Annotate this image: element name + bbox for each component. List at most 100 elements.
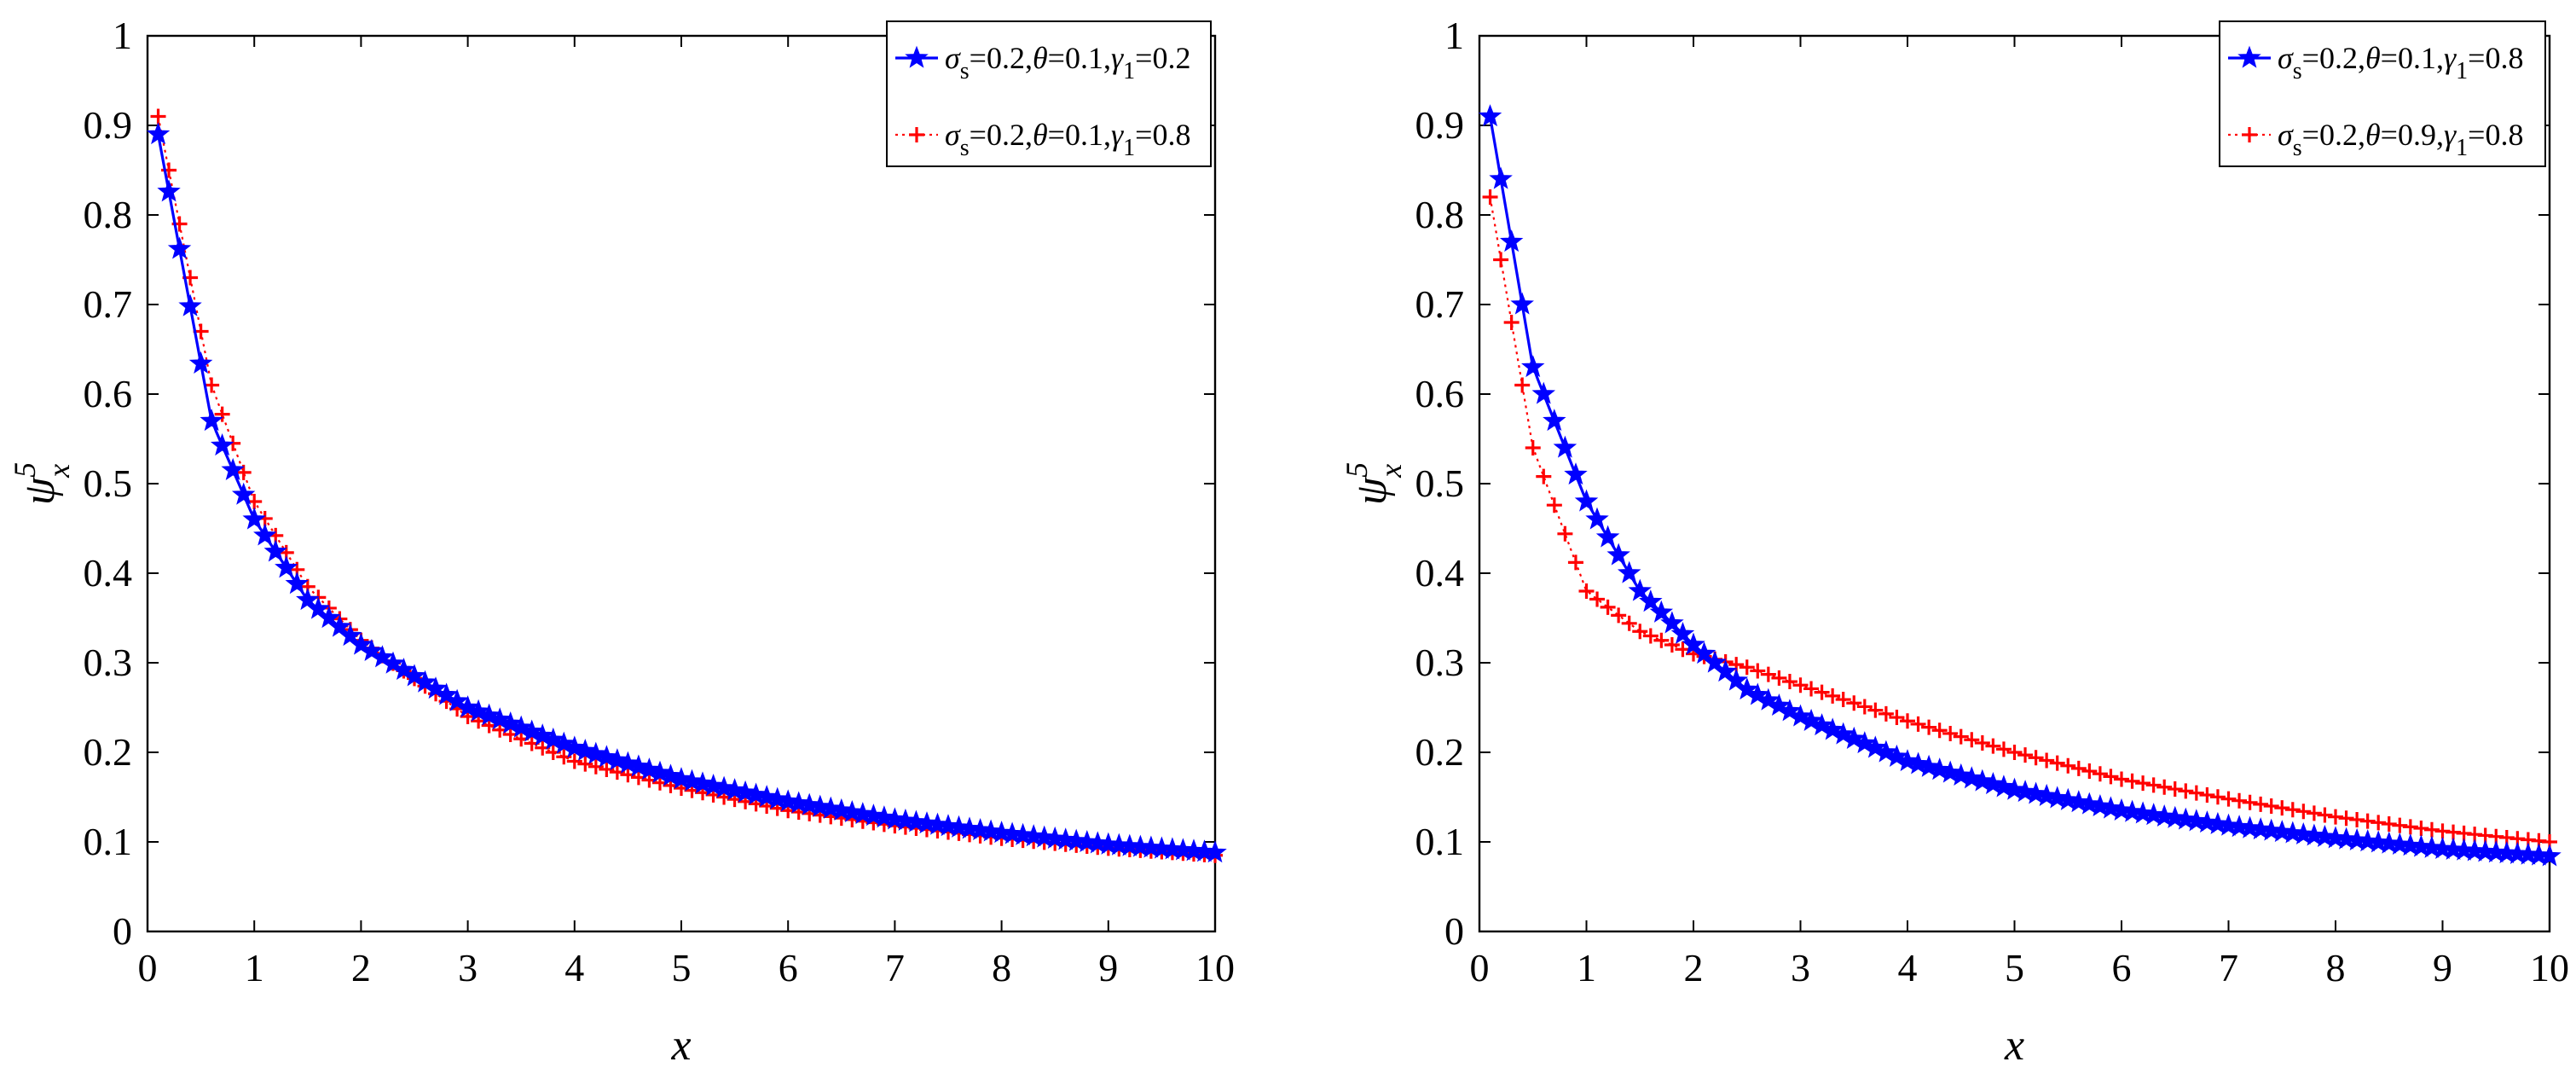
series-marker [2359, 813, 2376, 829]
y-tick-label: 0.2 [1415, 730, 1465, 774]
series-marker [1203, 840, 1227, 863]
series-marker [466, 699, 490, 722]
series-marker [263, 539, 287, 562]
series-marker [360, 638, 384, 662]
legend-label-part: s [2293, 58, 2302, 84]
series-marker [1985, 738, 2001, 754]
legend-label-part: =0.8 [2468, 118, 2523, 152]
series-marker [1639, 589, 1663, 612]
series-marker [1628, 578, 1652, 601]
series-marker [573, 738, 598, 762]
x-tick-label: 9 [1098, 946, 1118, 989]
series-line [157, 116, 1216, 856]
series-marker [1553, 435, 1577, 458]
legend-marker [2237, 45, 2261, 68]
legend: σs=0.2,θ=0.1,γ1=0.8σs=0.2,θ=0.9,γ1=0.8 [2219, 20, 2546, 167]
legend-label-part: =0.8 [2468, 41, 2523, 75]
series-marker [1767, 693, 1792, 717]
series-marker [2242, 794, 2258, 810]
legend-label-part: γ [2444, 118, 2457, 152]
series-marker [616, 751, 640, 774]
series-marker [1964, 732, 1980, 748]
series-1 [1482, 189, 2557, 850]
y-tick-label: 0.2 [84, 730, 133, 774]
series-1 [150, 108, 1223, 863]
series-marker [327, 614, 352, 637]
series-marker [509, 715, 533, 738]
series-marker [2110, 798, 2133, 821]
series-marker [402, 664, 426, 687]
legend-label-part: =0.2, [2302, 41, 2365, 75]
series-marker [2317, 807, 2333, 823]
series-0 [1478, 104, 2562, 867]
y-tick-label: 0.9 [1415, 103, 1465, 147]
x-tick-label: 10 [1195, 946, 1235, 989]
series-marker [1900, 713, 1915, 729]
series-marker [658, 763, 683, 786]
series-marker [1510, 292, 1534, 315]
series-marker [2092, 766, 2108, 782]
series-marker [285, 572, 309, 595]
series-marker [1589, 591, 1606, 607]
series-marker [556, 749, 572, 765]
series-marker [2103, 769, 2119, 785]
series-marker [1863, 735, 1888, 758]
series-marker [1564, 462, 1588, 485]
legend-label-part: =0.9, [2381, 118, 2444, 152]
legend-label-part: 1 [2456, 58, 2468, 84]
x-tick-label: 8 [2326, 946, 2346, 989]
series-marker [1803, 681, 1820, 697]
x-tick-label: 8 [992, 946, 1011, 989]
series-marker [2049, 755, 2065, 771]
left-panel: 0 1 2 3 4 5 6 7 8 9 10 0 0.1 0.2 0.3 0.4 0.5 0.6 0.7 0.8 0.9… [8, 14, 1235, 1070]
series-marker [167, 236, 192, 259]
series-marker [1853, 731, 1877, 754]
series-marker [1478, 104, 1502, 127]
series-marker [520, 719, 544, 742]
y-axis-label-sub: x [42, 464, 76, 479]
y-tick-label: 0.4 [84, 551, 133, 595]
series-marker [2284, 802, 2301, 818]
series-marker [1735, 677, 1759, 700]
series-marker [204, 377, 220, 393]
series-marker [1531, 381, 1556, 404]
series-marker [1600, 599, 1616, 615]
series-marker [2135, 775, 2151, 792]
series-marker [1578, 583, 1595, 599]
x-tick-label: 2 [351, 946, 371, 989]
series-marker [648, 760, 672, 783]
series-marker [339, 624, 362, 647]
series-marker [1931, 722, 1948, 739]
legend-label-part: σ [945, 118, 961, 152]
series-marker [1889, 710, 1905, 726]
x-tick-label: 3 [458, 946, 478, 989]
series-marker [776, 789, 800, 812]
x-axis-label: x [670, 1021, 691, 1070]
series-marker [1536, 468, 1552, 484]
series-marker [1595, 525, 1620, 548]
legend-label: σs=0.2,θ=0.1,γ1=0.2 [945, 41, 1190, 84]
series-marker [2185, 809, 2208, 832]
series-marker [2209, 789, 2226, 805]
x-tick-label: 6 [779, 946, 798, 989]
series-marker [381, 651, 405, 674]
series-marker [455, 695, 480, 718]
series-marker [1493, 252, 1509, 268]
legend-label: σs=0.2,θ=0.1,γ1=0.8 [2278, 41, 2523, 84]
series-marker [588, 758, 604, 775]
series-marker [1750, 663, 1766, 679]
y-tick-label: 1 [1444, 14, 1464, 57]
series-marker [530, 723, 554, 746]
series-marker [830, 798, 854, 821]
y-tick-label: 0.7 [84, 282, 133, 326]
legend-label-part: =0.1, [2381, 41, 2444, 75]
series-marker [1503, 315, 1520, 330]
series-marker [1878, 705, 1894, 722]
series-marker [2232, 792, 2248, 809]
series-marker [541, 727, 565, 750]
series-marker [2006, 745, 2023, 760]
x-tick-label: 7 [2219, 946, 2238, 989]
series-marker [188, 351, 213, 374]
series-marker [498, 711, 523, 734]
y-tick-label: 0.8 [1415, 193, 1465, 236]
